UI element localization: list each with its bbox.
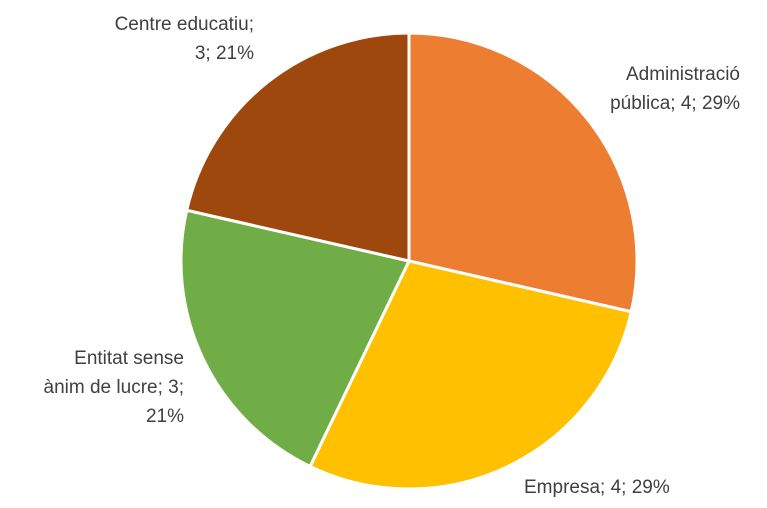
slice-label-line: ànim de lucre; 3; [44, 377, 184, 398]
slice-label-line: Entitat sense [74, 348, 184, 369]
slice-label-line: Administració [626, 64, 740, 85]
slice-label-line: Centre educatiu; [115, 14, 254, 35]
slice-label-line: pública; 4; 29% [610, 93, 740, 114]
pie-slices [179, 31, 639, 491]
pie-slice-administracio-publica [407, 31, 639, 314]
slice-label-line: Empresa; 4; 29% [524, 477, 670, 498]
pie-slice-empresa [308, 259, 633, 491]
pie-slice-centre-educatiu [185, 31, 411, 263]
slice-label-empresa: Empresa; 4; 29% [524, 477, 670, 498]
slice-labels: Administració pública; 4; 29% Empresa; 4; … [44, 14, 741, 498]
slice-label-entitat-sense-anim-de-lucre: Entitat sense ànim de lucre; 3; 21% [44, 348, 185, 427]
pie-slice-entitat-sense-anim-de-lucre [179, 208, 411, 468]
slice-label-line: 3; 21% [195, 43, 254, 64]
slice-label-centre-educatiu: Centre educatiu; 3; 21% [115, 14, 255, 64]
slice-label-line: 21% [146, 406, 184, 427]
slice-label-administracio-publica: Administració pública; 4; 29% [610, 64, 740, 114]
